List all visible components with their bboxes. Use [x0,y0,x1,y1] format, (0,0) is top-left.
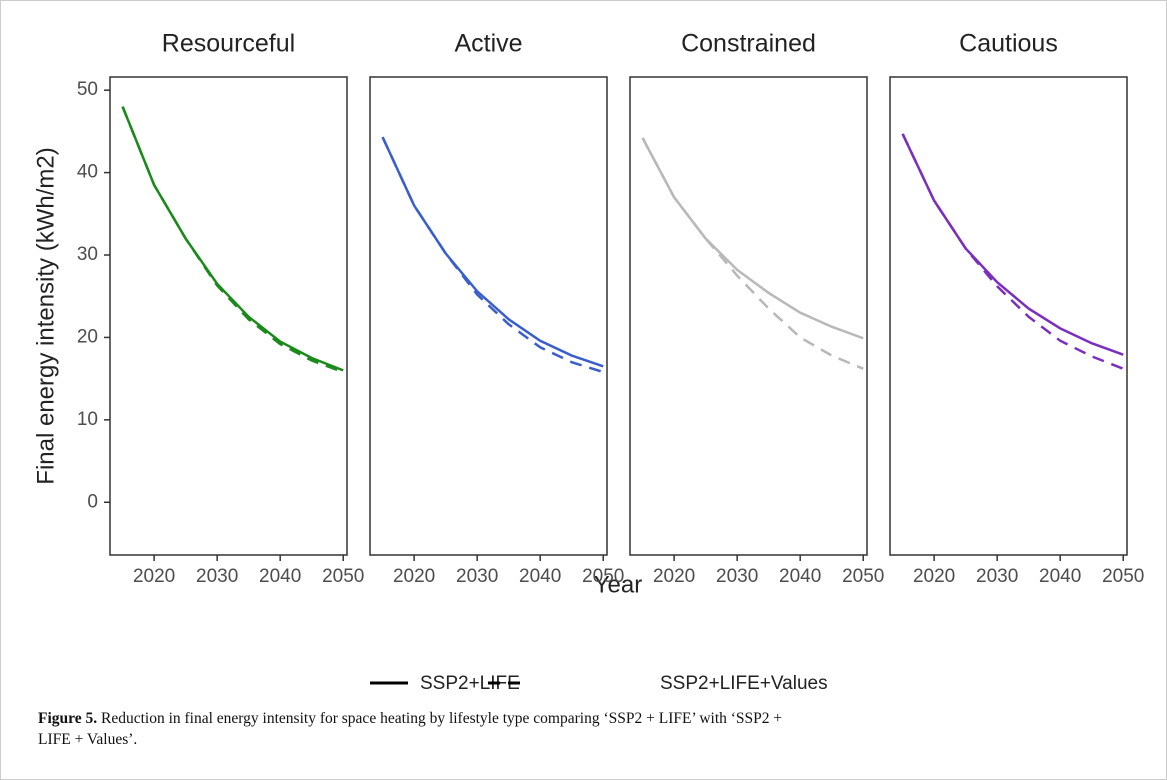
x-tick-label: 2050 [582,566,624,587]
panel-border [629,76,868,556]
x-tick-label: 2030 [716,566,758,587]
x-tick-label: 2040 [779,566,821,587]
y-tick-label: 10 [77,409,98,430]
x-tick-label: 2050 [1102,566,1144,587]
x-tick-label: 2030 [976,566,1018,587]
caption-label: Figure 5. [38,710,98,727]
x-axis-label: Year [594,571,643,598]
x-tick-label: 2020 [393,566,435,587]
x-tick-label: 2020 [913,566,955,587]
x-tick-label: 2050 [842,566,884,587]
panel-border [889,76,1128,556]
panel-title: Resourceful [162,30,295,58]
x-tick-label: 2040 [1039,566,1081,587]
caption: Figure 5. Reduction in final energy inte… [38,708,818,750]
series-line [121,106,344,374]
y-tick-label: 40 [77,162,98,183]
legend-label: SSP2+LIFE [420,673,520,694]
x-tick-label: 2020 [133,566,175,587]
y-tick-label: 50 [77,79,98,100]
series-line [381,136,604,374]
x-tick-label: 2020 [653,566,695,587]
series-line [121,106,344,372]
legend-label: SSP2+LIFE+Values [660,673,828,694]
caption-text: Reduction in final energy intensity for … [38,710,783,748]
panel-border [109,76,348,556]
y-tick-label: 0 [87,491,98,512]
panel-title: Constrained [681,30,816,58]
series-line [381,136,604,368]
x-tick-label: 2040 [259,566,301,587]
panel-border [369,76,608,556]
y-axis-label: Final energy intensity (kWh/m2) [32,147,59,484]
panel-title: Active [454,30,522,58]
y-tick-label: 20 [77,326,98,347]
chart: Final energy intensity (kWh/m2) Year SSP… [32,30,1144,694]
x-tick-label: 2050 [322,566,364,587]
panel-title: Cautious [959,30,1058,58]
series-line [901,133,1124,370]
x-tick-label: 2030 [196,566,238,587]
y-tick-label: 30 [77,244,98,265]
x-tick-label: 2030 [456,566,498,587]
series-line [901,133,1124,356]
x-tick-label: 2040 [519,566,561,587]
series-line [641,137,864,340]
series-line [641,137,864,370]
